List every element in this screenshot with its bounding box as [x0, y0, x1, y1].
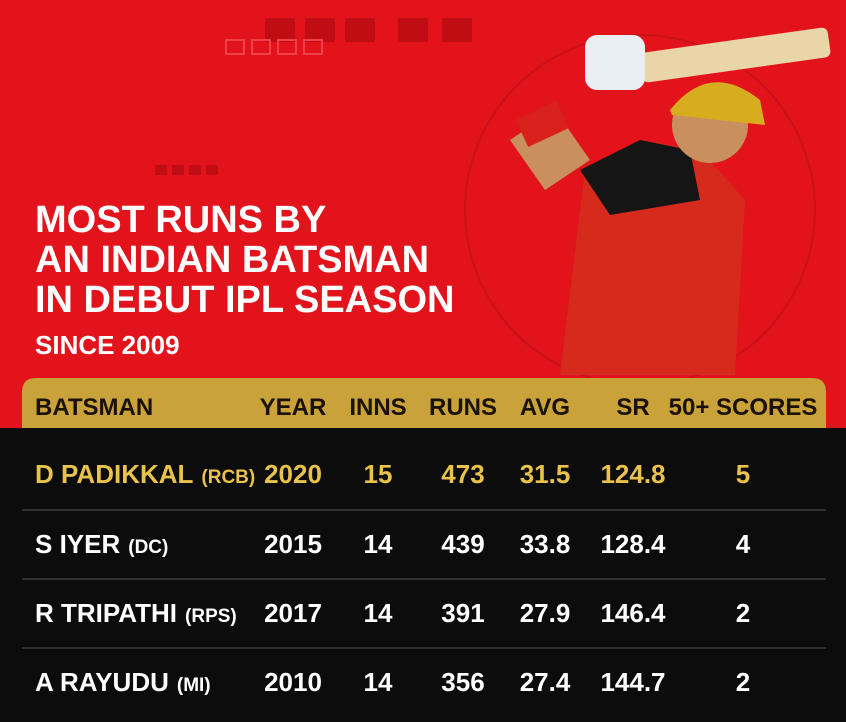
- cell: 14: [364, 529, 393, 559]
- team: (RPS): [185, 606, 237, 627]
- cell: 2: [736, 667, 750, 697]
- cell: 27.4: [520, 667, 571, 697]
- subtitle: SINCE 2009: [35, 330, 180, 360]
- column-header: 50+ SCORES: [669, 394, 818, 421]
- cell: 2010: [264, 667, 322, 697]
- table-header: [22, 378, 826, 428]
- batsman-name: R TRIPATHI: [35, 598, 177, 628]
- batsman-name: A RAYUDU: [35, 667, 169, 697]
- column-header: BATSMAN: [35, 394, 153, 421]
- cell: 356: [441, 667, 484, 697]
- table-body: [0, 428, 846, 722]
- column-header: YEAR: [260, 394, 327, 421]
- cell: 439: [441, 529, 484, 559]
- cell: 15: [364, 459, 393, 489]
- cell: 14: [364, 598, 393, 628]
- cell: 124.8: [600, 459, 665, 489]
- column-header: RUNS: [429, 394, 497, 421]
- title-line: IN DEBUT IPL SEASON: [35, 279, 454, 321]
- cell: 33.8: [520, 529, 571, 559]
- cell: 473: [441, 459, 484, 489]
- column-header: INNS: [349, 394, 406, 421]
- cell: 2: [736, 598, 750, 628]
- cell: 391: [441, 598, 484, 628]
- cell: 2020: [264, 459, 322, 489]
- title-line: MOST RUNS BY: [35, 199, 326, 241]
- decor-squares: [155, 18, 472, 175]
- title-line: AN INDIAN BATSMAN: [35, 239, 429, 281]
- cell: 31.5: [520, 459, 571, 489]
- cell: 27.9: [520, 598, 571, 628]
- team: (DC): [128, 537, 168, 558]
- batsman-name: S IYER: [35, 529, 120, 559]
- cell: 2017: [264, 598, 322, 628]
- cell: 144.7: [600, 667, 665, 697]
- column-header: SR: [616, 394, 649, 421]
- cell: 5: [736, 459, 750, 489]
- player-illustration: [510, 27, 831, 375]
- cell: 2015: [264, 529, 322, 559]
- team: (RCB): [201, 467, 255, 488]
- cell: 128.4: [600, 529, 666, 559]
- batsman-name: D PADIKKAL: [35, 459, 194, 489]
- team: (MI): [177, 675, 211, 696]
- cell: 14: [364, 667, 393, 697]
- cell: 4: [736, 529, 751, 559]
- column-header: AVG: [520, 394, 570, 421]
- cell: 146.4: [600, 598, 666, 628]
